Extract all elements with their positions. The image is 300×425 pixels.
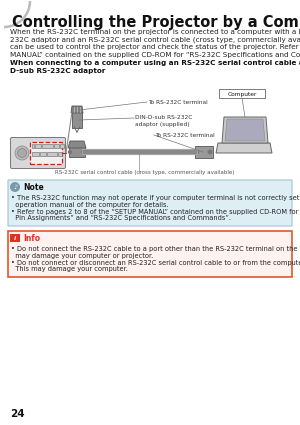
FancyBboxPatch shape (8, 231, 292, 277)
Text: To RS-232C terminal: To RS-232C terminal (148, 99, 208, 105)
Text: adaptor (supplied): adaptor (supplied) (135, 122, 190, 127)
Circle shape (68, 150, 71, 153)
Bar (32, 144, 34, 148)
Text: Note: Note (23, 182, 44, 192)
Bar (54, 144, 59, 148)
Circle shape (208, 150, 212, 154)
FancyBboxPatch shape (219, 89, 265, 98)
Text: ♪: ♪ (13, 184, 17, 190)
Bar (35, 144, 41, 148)
Polygon shape (68, 141, 86, 148)
Text: 232C adaptor and an RS-232C serial control cable (cross type, commercially avail: 232C adaptor and an RS-232C serial contr… (10, 37, 300, 43)
Circle shape (15, 146, 29, 160)
Bar (47, 152, 57, 156)
Text: i: i (14, 235, 16, 241)
Bar (195, 146, 213, 158)
Text: This may damage your computer.: This may damage your computer. (11, 266, 128, 272)
Polygon shape (71, 106, 83, 113)
Bar (42, 144, 53, 148)
Bar (72, 112, 82, 128)
Bar (8, 77, 292, 177)
FancyBboxPatch shape (30, 142, 62, 164)
Bar (10, 234, 20, 242)
Text: may damage your computer or projector.: may damage your computer or projector. (11, 253, 153, 259)
Text: MANUAL” contained on the supplied CD-ROM for “RS-232C Specifications and Command: MANUAL” contained on the supplied CD-ROM… (10, 51, 300, 57)
Text: When connecting to a computer using an RS-232C serial control cable and a DIN-: When connecting to a computer using an R… (10, 60, 300, 66)
Text: When the RS-232C terminal on the projector is connected to a computer with a DIN: When the RS-232C terminal on the project… (10, 29, 300, 35)
Bar (60, 144, 64, 148)
Text: Info: Info (23, 233, 40, 243)
Bar (58, 152, 62, 156)
Circle shape (10, 182, 20, 192)
Polygon shape (222, 117, 268, 143)
Polygon shape (216, 143, 272, 153)
Text: 24: 24 (10, 409, 25, 419)
FancyBboxPatch shape (8, 180, 292, 226)
FancyBboxPatch shape (11, 138, 65, 168)
Text: D-sub RS-232C adaptor: D-sub RS-232C adaptor (10, 68, 105, 74)
Circle shape (17, 148, 26, 158)
Text: operation manual of the computer for details.: operation manual of the computer for det… (11, 202, 169, 208)
Circle shape (195, 150, 199, 154)
Text: • Do not connect or disconnect an RS-232C serial control cable to or from the co: • Do not connect or disconnect an RS-232… (11, 260, 300, 266)
Circle shape (82, 150, 85, 153)
Text: DIN-D-sub RS-232C: DIN-D-sub RS-232C (135, 115, 192, 120)
Text: • Refer to pages 2 to 8 of the “SETUP MANUAL” contained on the supplied CD-ROM f: • Refer to pages 2 to 8 of the “SETUP MA… (11, 209, 300, 215)
Text: Controlling the Projector by a Computer: Controlling the Projector by a Computer (12, 15, 300, 30)
Bar (40, 152, 46, 156)
Text: • Do not connect the RS-232C cable to a port other than the RS-232C terminal on : • Do not connect the RS-232C cable to a … (11, 246, 300, 252)
Text: RS-232C serial control cable (cross type, commercially available): RS-232C serial control cable (cross type… (55, 170, 234, 175)
Text: • The RS-232C function may not operate if your computer terminal is not correctl: • The RS-232C function may not operate i… (11, 195, 300, 201)
Text: To RS-232C terminal: To RS-232C terminal (155, 133, 215, 138)
Bar (32, 152, 39, 156)
Polygon shape (225, 119, 265, 141)
Text: Pin Assignments” and “RS-232C Specifications and Commands”.: Pin Assignments” and “RS-232C Specificat… (11, 215, 231, 221)
Text: can be used to control the projector and check the status of the projector. Refe: can be used to control the projector and… (10, 44, 300, 50)
Text: Computer: Computer (227, 91, 257, 96)
Bar (69, 147, 85, 157)
